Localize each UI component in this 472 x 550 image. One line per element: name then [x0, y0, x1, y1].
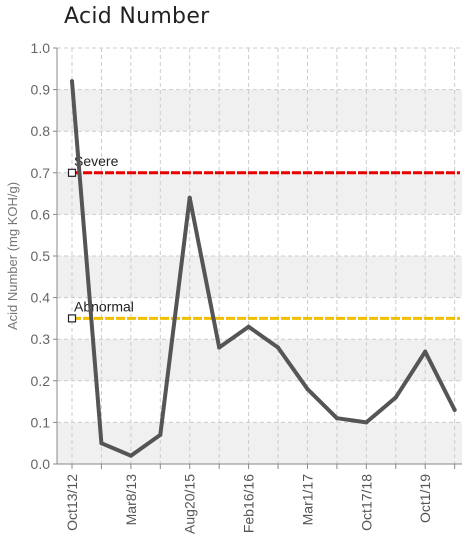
threshold-marker — [67, 168, 77, 177]
y-tick-label: 0.1 — [31, 414, 51, 430]
y-tick-label: 0.6 — [31, 206, 51, 222]
x-tick-label: Oct1/19 — [417, 474, 433, 523]
grid-band — [57, 339, 462, 381]
data-point — [305, 387, 310, 392]
data-point — [70, 79, 74, 84]
grid-band — [57, 422, 462, 464]
y-tick-label: 0.0 — [31, 456, 51, 472]
data-point — [276, 345, 281, 350]
y-axis-label: Acid Number (mg KOH/g) — [5, 182, 20, 330]
y-tick-label: 0.9 — [31, 82, 51, 98]
y-tick-label: 0.3 — [31, 331, 51, 347]
data-point — [393, 395, 398, 400]
x-tick-label: Feb16/16 — [241, 474, 257, 533]
chart-title: Acid Number — [64, 4, 210, 29]
x-tick-label: Mar1/17 — [299, 474, 315, 526]
data-point — [128, 453, 133, 458]
threshold-label-severe: Severe — [74, 153, 119, 169]
data-point — [217, 345, 222, 350]
grid-band — [57, 256, 462, 298]
data-point — [452, 407, 457, 412]
x-tick-label: Mar8/13 — [123, 474, 139, 526]
data-point — [423, 349, 428, 354]
threshold-label-abnormal: Abnormal — [74, 298, 134, 314]
data-point — [158, 432, 163, 437]
y-tick-label: 1.0 — [31, 40, 51, 56]
data-point — [99, 441, 104, 446]
y-tick-label: 0.8 — [31, 123, 51, 139]
grid-band — [57, 89, 462, 132]
x-tick-label: Oct17/18 — [358, 474, 374, 531]
data-point — [187, 195, 192, 200]
y-tick-label: 0.2 — [31, 373, 51, 389]
threshold-marker — [67, 314, 77, 323]
x-tick-label: Oct13/12 — [64, 474, 80, 531]
x-tick-label: Aug20/15 — [182, 474, 198, 534]
data-point — [334, 416, 339, 421]
y-tick-label: 0.5 — [31, 248, 51, 264]
y-tick-label: 0.7 — [31, 165, 51, 181]
data-point — [246, 324, 251, 329]
y-tick-label: 0.4 — [31, 290, 51, 306]
acid-number-series-line — [70, 79, 457, 458]
data-point — [364, 420, 369, 425]
grid-band — [57, 172, 462, 215]
